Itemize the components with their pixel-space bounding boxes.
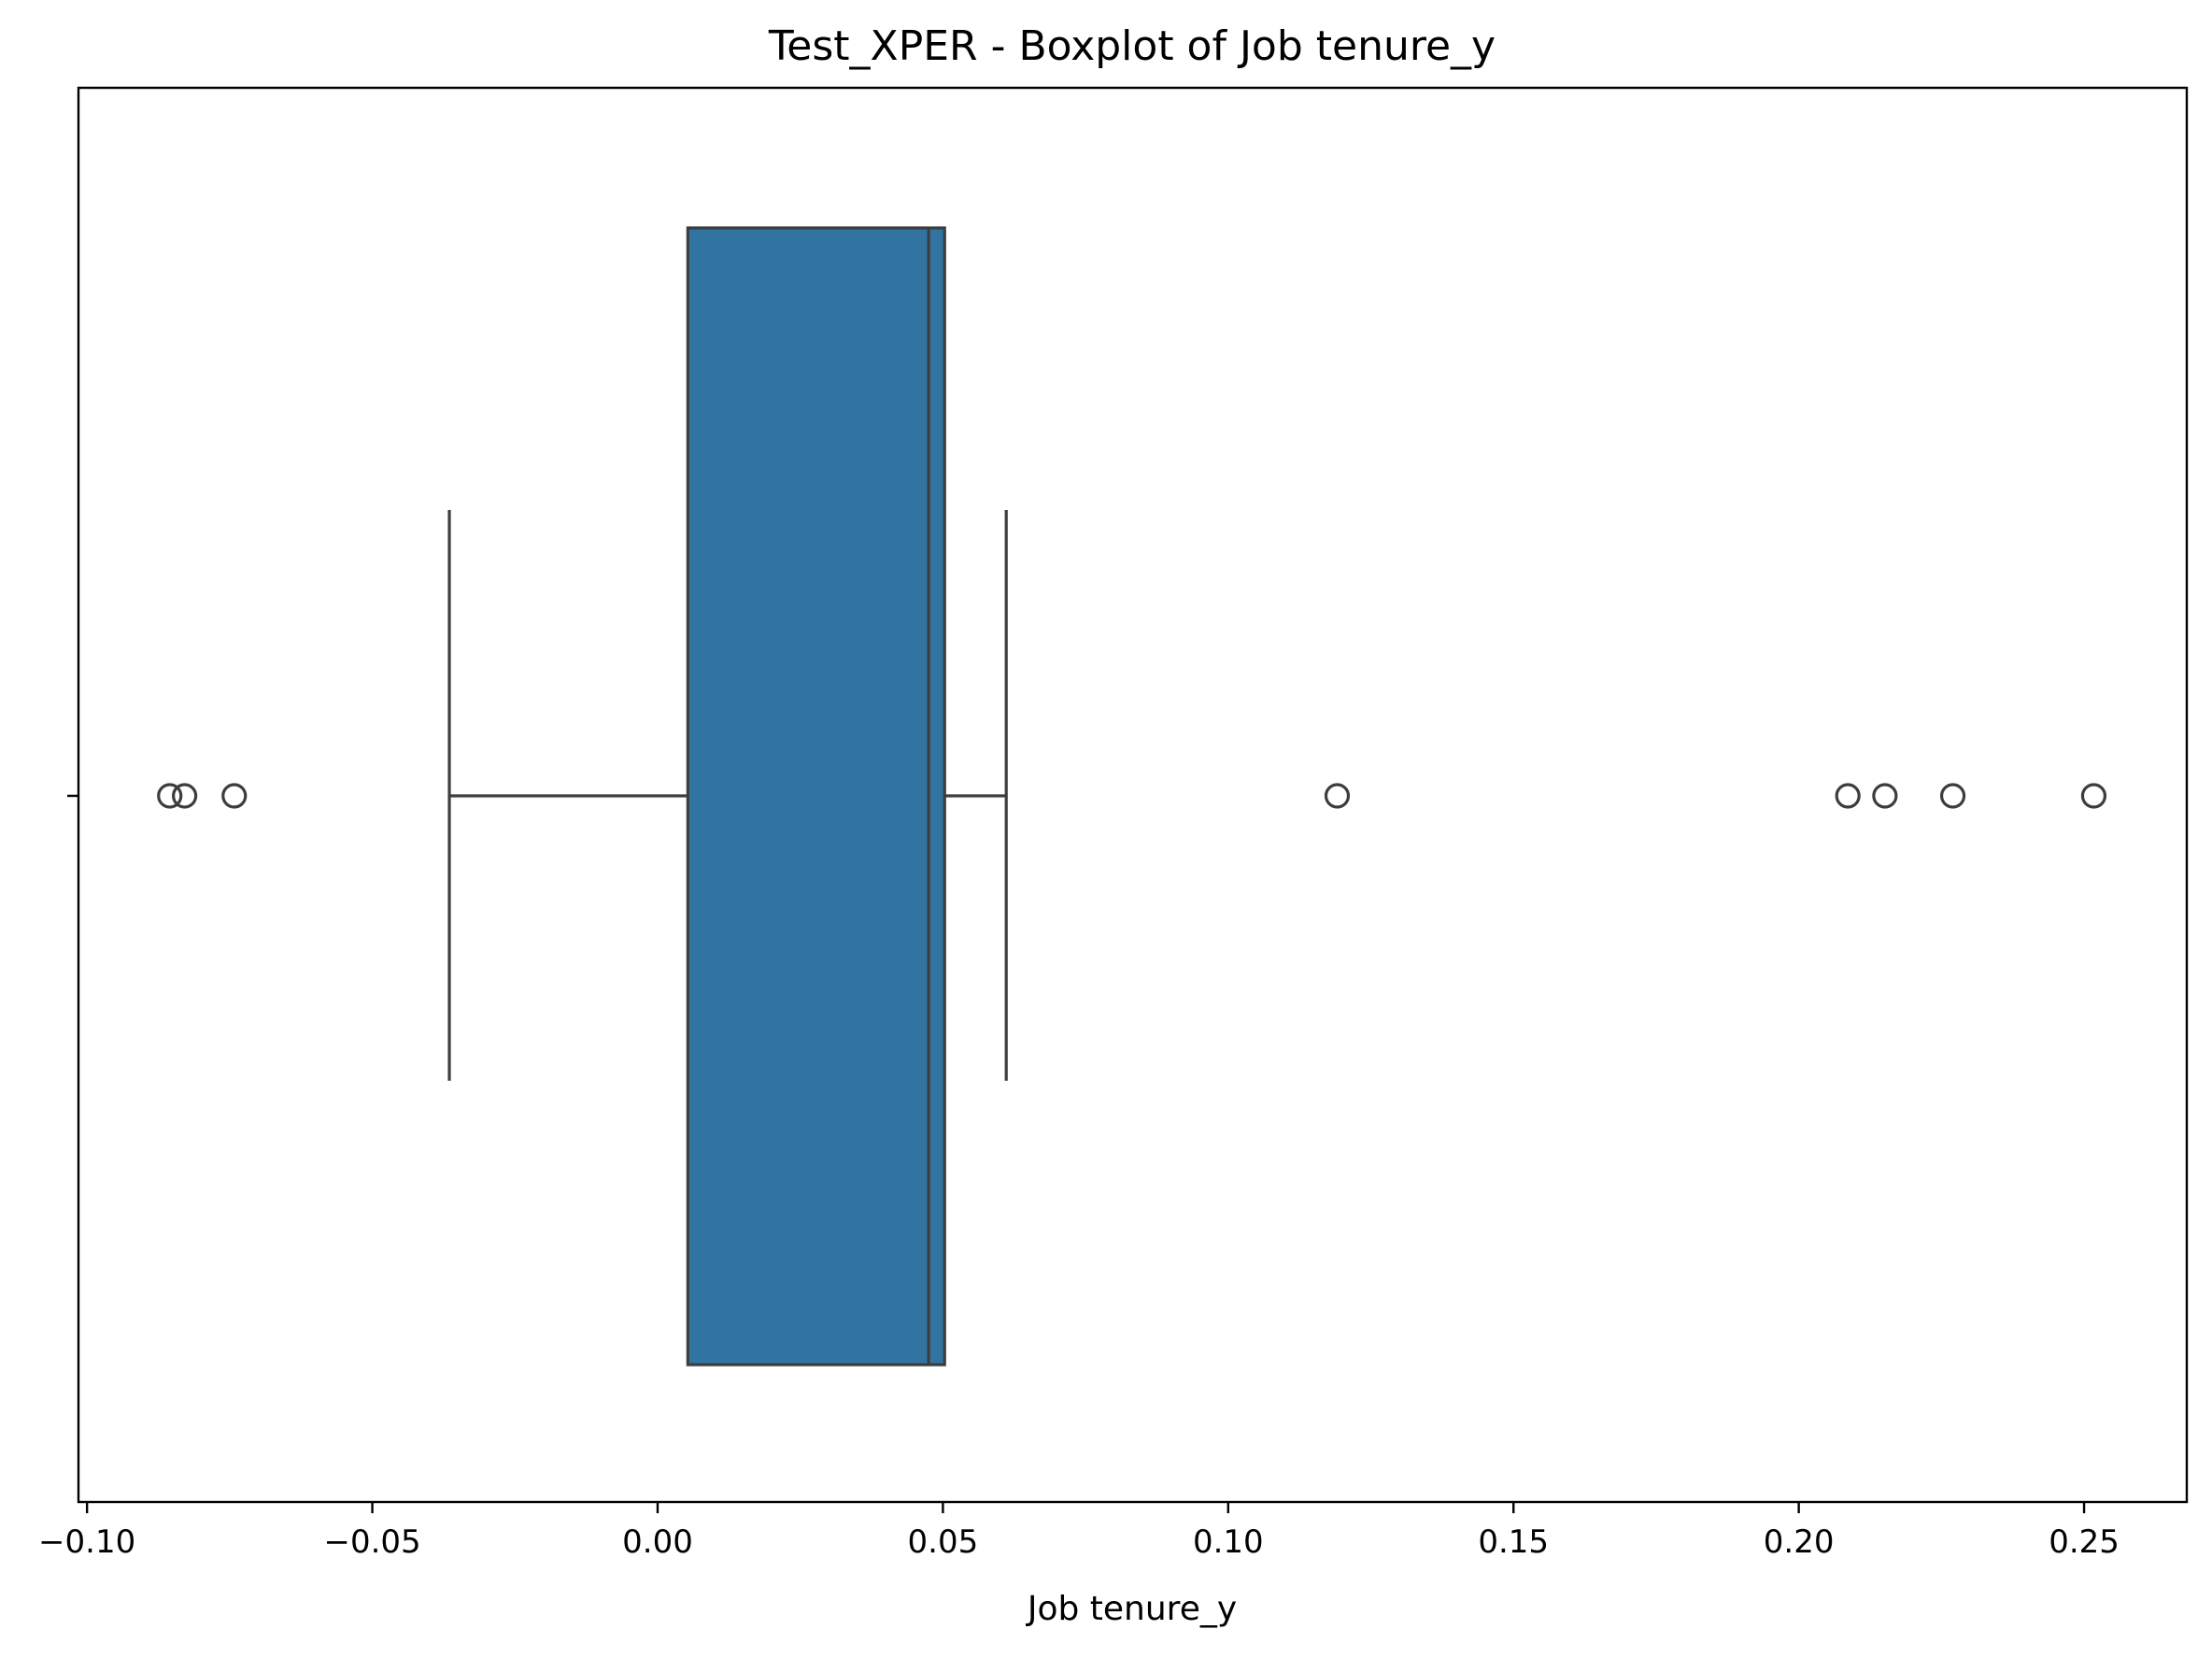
outlier-point-0 [157,783,183,809]
iqr-box [686,226,946,1367]
outlier-point-6 [1939,783,1966,809]
x-tick-label-7: 0.25 [2049,1523,2120,1561]
outlier-point-7 [2080,783,2107,809]
outlier-point-2 [221,783,248,809]
chart-title: Test_XPER - Boxplot of Job tenure_y [768,22,1496,70]
axes-frame [77,86,2189,1504]
outlier-point-5 [1872,783,1898,809]
outlier-point-4 [1835,783,1861,809]
x-tick-label-4: 0.10 [1193,1523,1264,1561]
outlier-point-3 [1324,783,1351,809]
x-axis: −0.10 −0.05 0.00 0.05 0.10 0.15 0.20 0.25 [38,1502,2120,1561]
x-tick-label-5: 0.15 [1478,1523,1549,1561]
x-tick-label-0: −0.10 [38,1523,135,1561]
outlier-point-1 [172,783,198,809]
x-tick-label-2: 0.00 [622,1523,693,1561]
plot-area [157,226,2107,1367]
x-tick-label-3: 0.05 [908,1523,979,1561]
x-tick-label-6: 0.20 [1764,1523,1835,1561]
x-tick-label-1: −0.05 [323,1523,420,1561]
x-axis-label: Job tenure_y [1026,1590,1237,1628]
